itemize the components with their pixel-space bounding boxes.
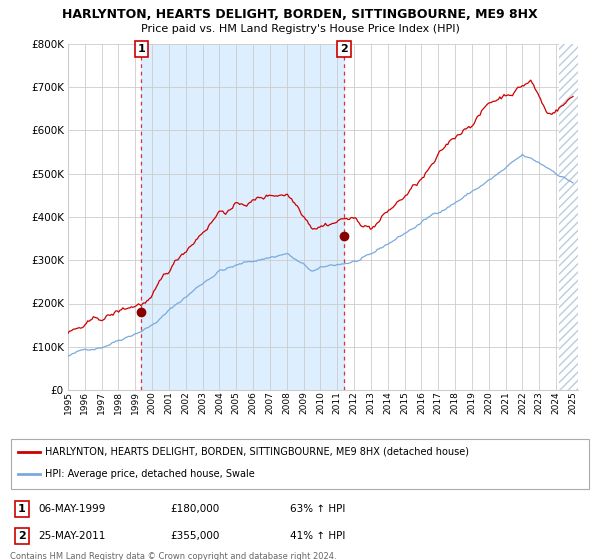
Text: 2: 2 — [340, 44, 348, 54]
Bar — [559, 44, 578, 390]
Text: HARLYNTON, HEARTS DELIGHT, BORDEN, SITTINGBOURNE, ME9 8HX: HARLYNTON, HEARTS DELIGHT, BORDEN, SITTI… — [62, 8, 538, 21]
Text: £355,000: £355,000 — [170, 531, 220, 541]
Text: 41% ↑ HPI: 41% ↑ HPI — [290, 531, 346, 541]
Text: HPI: Average price, detached house, Swale: HPI: Average price, detached house, Swal… — [45, 469, 255, 479]
Text: 1: 1 — [137, 44, 145, 54]
Text: Price paid vs. HM Land Registry's House Price Index (HPI): Price paid vs. HM Land Registry's House … — [140, 24, 460, 34]
Text: 2: 2 — [18, 531, 26, 541]
Text: 25-MAY-2011: 25-MAY-2011 — [38, 531, 106, 541]
Text: 1: 1 — [18, 504, 26, 514]
Bar — [559, 44, 578, 390]
Text: Contains HM Land Registry data © Crown copyright and database right 2024.: Contains HM Land Registry data © Crown c… — [10, 552, 337, 560]
Text: 63% ↑ HPI: 63% ↑ HPI — [290, 504, 346, 514]
Text: HARLYNTON, HEARTS DELIGHT, BORDEN, SITTINGBOURNE, ME9 8HX (detached house): HARLYNTON, HEARTS DELIGHT, BORDEN, SITTI… — [45, 447, 469, 457]
Bar — [141, 44, 344, 390]
FancyBboxPatch shape — [11, 439, 589, 489]
Text: £180,000: £180,000 — [170, 504, 219, 514]
Text: 06-MAY-1999: 06-MAY-1999 — [38, 504, 106, 514]
